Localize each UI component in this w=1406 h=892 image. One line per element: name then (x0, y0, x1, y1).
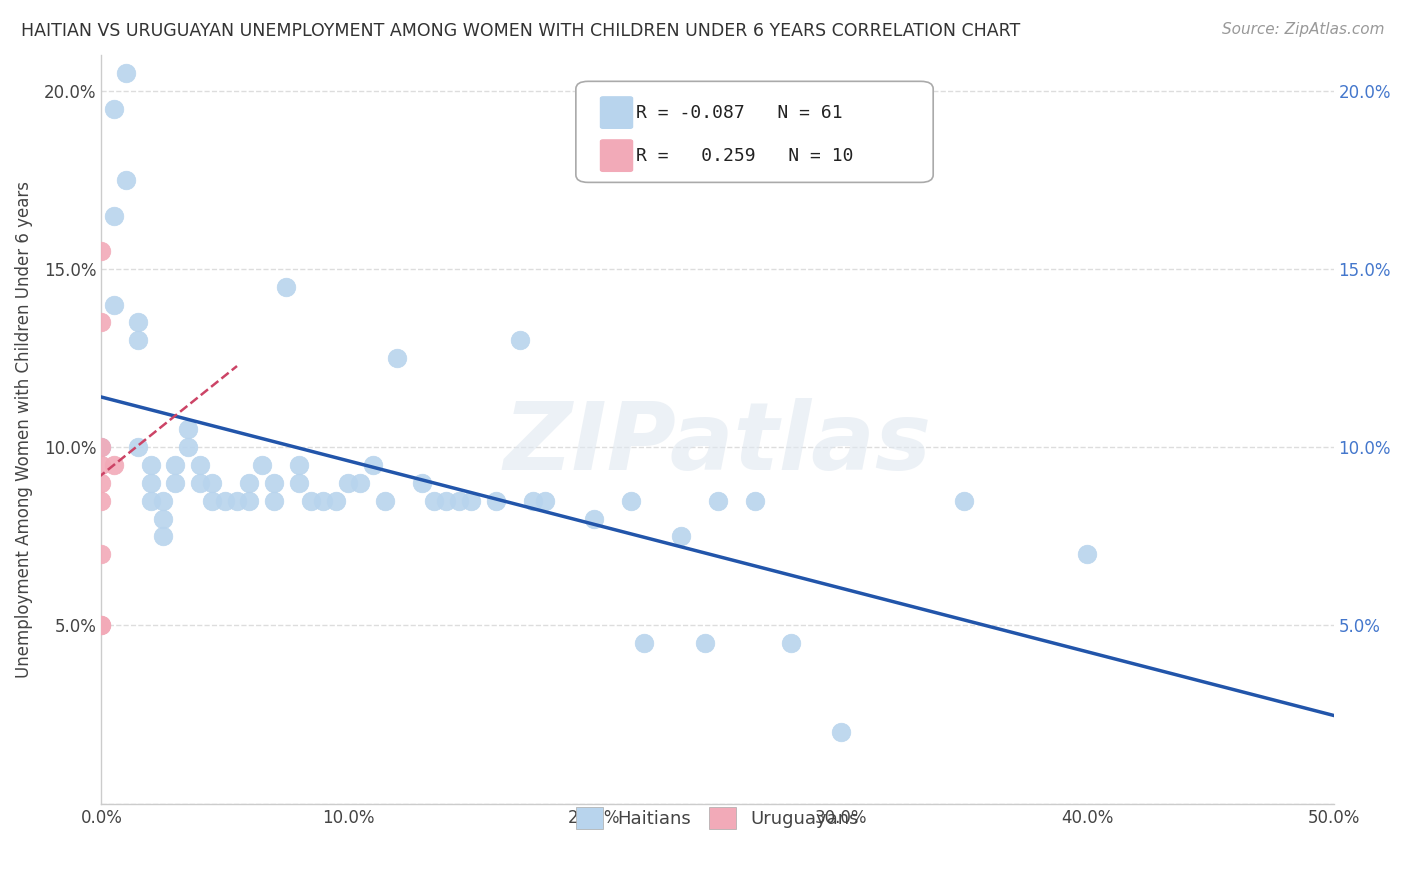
Point (177, 440, 200, 454)
Point (90, 440, 112, 454)
Point (312, 493, 335, 508)
Point (411, 475, 433, 490)
Point (201, 493, 224, 508)
Point (263, 475, 285, 490)
Point (436, 493, 458, 508)
Point (522, 493, 544, 508)
Point (830, 725, 852, 739)
Point (139, 475, 162, 490)
Point (115, 66, 138, 80)
Point (263, 493, 285, 508)
Point (90, 475, 112, 490)
Point (127, 440, 149, 454)
Point (695, 636, 717, 650)
Point (287, 475, 309, 490)
Point (447, 493, 470, 508)
FancyBboxPatch shape (600, 140, 633, 171)
Point (953, 493, 976, 508)
Point (90, 440, 112, 454)
Point (460, 493, 482, 508)
Point (349, 475, 371, 490)
Point (103, 102, 125, 116)
Point (90, 244, 112, 259)
Legend: Haitians, Uruguayans: Haitians, Uruguayans (568, 799, 866, 836)
Point (669, 529, 692, 543)
Y-axis label: Unemployment Among Women with Children Under 6 years: Unemployment Among Women with Children U… (15, 181, 32, 678)
Point (299, 493, 322, 508)
Point (374, 493, 396, 508)
Point (90, 547, 112, 561)
FancyBboxPatch shape (600, 97, 633, 128)
Point (103, 458, 125, 472)
Point (90, 618, 112, 632)
Point (583, 511, 606, 525)
Point (90, 458, 112, 472)
Point (385, 351, 408, 365)
Point (103, 209, 125, 223)
Text: R =   0.259   N = 10: R = 0.259 N = 10 (637, 146, 853, 165)
Point (127, 316, 149, 330)
Point (90, 493, 112, 508)
Point (214, 493, 236, 508)
Point (633, 636, 655, 650)
Point (250, 458, 273, 472)
Point (165, 475, 187, 490)
Point (238, 493, 260, 508)
Point (534, 493, 557, 508)
Point (325, 493, 347, 508)
Point (152, 511, 174, 525)
FancyBboxPatch shape (576, 81, 934, 182)
Point (485, 493, 508, 508)
Text: Source: ZipAtlas.com: Source: ZipAtlas.com (1222, 22, 1385, 37)
Point (152, 529, 174, 543)
Point (139, 493, 162, 508)
Point (238, 475, 260, 490)
Point (188, 475, 211, 490)
Text: R = -0.087   N = 61: R = -0.087 N = 61 (637, 103, 842, 121)
Text: ZIPatlas: ZIPatlas (503, 399, 932, 491)
Point (509, 333, 531, 347)
Point (127, 333, 149, 347)
Point (287, 458, 309, 472)
Point (188, 458, 211, 472)
Point (90, 316, 112, 330)
Point (90, 618, 112, 632)
Point (201, 475, 224, 490)
Point (336, 475, 359, 490)
Point (152, 493, 174, 508)
Point (103, 298, 125, 312)
Point (276, 280, 298, 294)
Point (115, 173, 138, 187)
Point (361, 458, 384, 472)
Point (423, 493, 446, 508)
Point (744, 493, 766, 508)
Point (177, 422, 200, 436)
Point (620, 493, 643, 508)
Point (139, 458, 162, 472)
Point (1076, 547, 1098, 561)
Point (226, 493, 249, 508)
Point (780, 636, 803, 650)
Point (165, 458, 187, 472)
Text: HAITIAN VS URUGUAYAN UNEMPLOYMENT AMONG WOMEN WITH CHILDREN UNDER 6 YEARS CORREL: HAITIAN VS URUGUAYAN UNEMPLOYMENT AMONG … (21, 22, 1021, 40)
Point (706, 493, 728, 508)
